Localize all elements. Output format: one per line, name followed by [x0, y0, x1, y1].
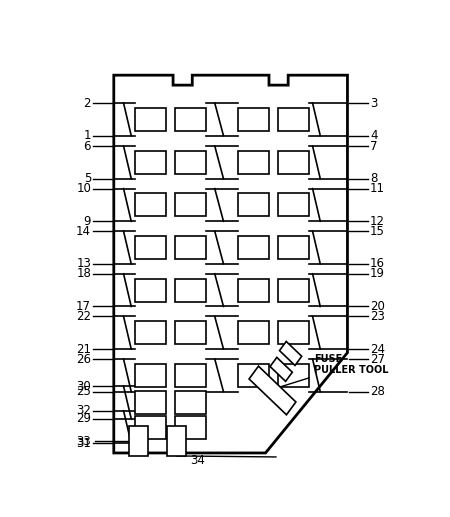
- Bar: [135, 193, 166, 217]
- Text: 18: 18: [76, 267, 91, 280]
- Text: 30: 30: [76, 379, 91, 392]
- Bar: [278, 236, 309, 259]
- Text: 27: 27: [370, 353, 385, 366]
- Text: 33: 33: [76, 434, 91, 448]
- Text: 2: 2: [84, 97, 91, 110]
- Text: 15: 15: [370, 225, 385, 238]
- Bar: [135, 279, 166, 302]
- Bar: [278, 279, 309, 302]
- Text: 26: 26: [76, 353, 91, 366]
- Text: 1: 1: [84, 129, 91, 142]
- Bar: [278, 193, 309, 217]
- Text: 20: 20: [370, 300, 385, 313]
- Text: 12: 12: [370, 215, 385, 228]
- Bar: [135, 416, 166, 438]
- Bar: [278, 364, 309, 387]
- Text: 31: 31: [76, 437, 91, 450]
- Bar: [175, 108, 206, 131]
- Text: 10: 10: [76, 182, 91, 195]
- Bar: [135, 151, 166, 174]
- Text: 9: 9: [84, 215, 91, 228]
- Text: 23: 23: [370, 310, 385, 323]
- Bar: [175, 193, 206, 217]
- Bar: [135, 321, 166, 344]
- Text: 11: 11: [370, 182, 385, 195]
- Bar: [270, 357, 292, 382]
- Bar: [175, 364, 206, 387]
- Bar: [279, 341, 302, 366]
- Bar: [175, 151, 206, 174]
- Bar: [238, 321, 269, 344]
- Text: 16: 16: [370, 257, 385, 270]
- Bar: [135, 108, 166, 131]
- Polygon shape: [114, 75, 347, 453]
- Bar: [175, 321, 206, 344]
- Text: 5: 5: [84, 172, 91, 185]
- Bar: [175, 416, 206, 438]
- Bar: [175, 391, 206, 414]
- Bar: [278, 151, 309, 174]
- Text: 3: 3: [370, 97, 378, 110]
- Bar: [278, 321, 309, 344]
- Text: 32: 32: [76, 404, 91, 417]
- Text: 28: 28: [370, 385, 385, 398]
- Bar: [175, 279, 206, 302]
- Bar: [238, 236, 269, 259]
- Text: 17: 17: [76, 300, 91, 313]
- Text: 13: 13: [76, 257, 91, 270]
- Bar: [249, 366, 296, 415]
- Text: 7: 7: [370, 140, 378, 153]
- Bar: [238, 193, 269, 217]
- Text: 8: 8: [370, 172, 378, 185]
- Text: 4: 4: [370, 129, 378, 142]
- Text: 19: 19: [370, 267, 385, 280]
- Bar: [278, 108, 309, 131]
- Text: 14: 14: [76, 225, 91, 238]
- Text: 25: 25: [76, 385, 91, 398]
- Text: 22: 22: [76, 310, 91, 323]
- Bar: [238, 108, 269, 131]
- Text: 6: 6: [84, 140, 91, 153]
- Text: 21: 21: [76, 343, 91, 356]
- Bar: [167, 426, 186, 456]
- Bar: [129, 426, 148, 456]
- Bar: [135, 364, 166, 387]
- Bar: [135, 236, 166, 259]
- Text: FUSE
PULLER TOOL: FUSE PULLER TOOL: [280, 354, 389, 387]
- Bar: [135, 391, 166, 414]
- Bar: [238, 279, 269, 302]
- Text: 29: 29: [76, 412, 91, 425]
- Bar: [238, 364, 269, 387]
- Bar: [175, 236, 206, 259]
- Text: 34: 34: [190, 454, 205, 467]
- Text: 24: 24: [370, 343, 385, 356]
- Bar: [238, 151, 269, 174]
